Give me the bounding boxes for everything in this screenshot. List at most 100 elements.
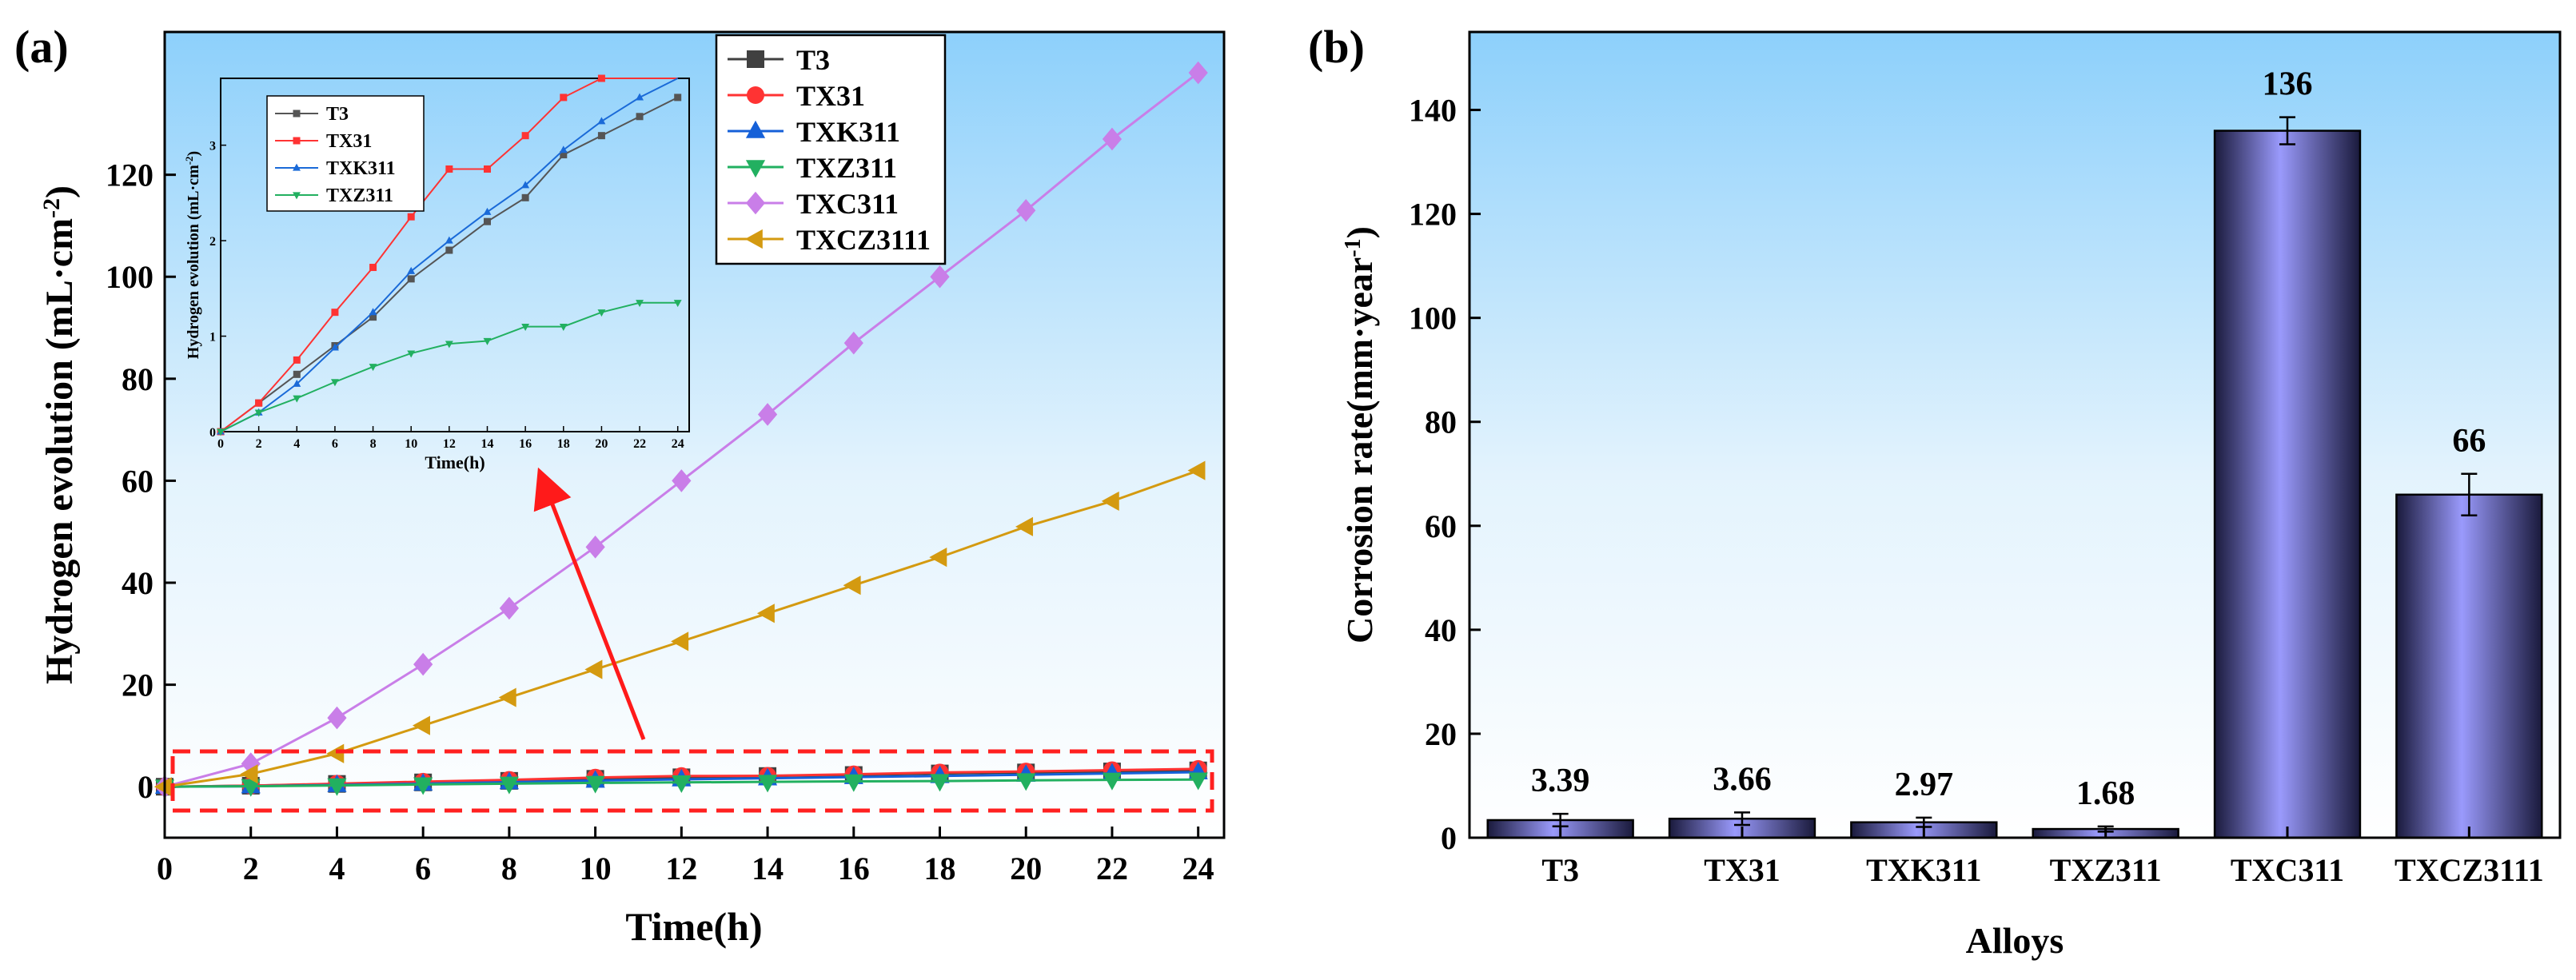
point-txc311: [499, 596, 519, 620]
point-txc311: [1102, 127, 1123, 151]
chart-a-x-tick-label: 22: [1096, 851, 1128, 886]
inset-point-txz311: [293, 395, 301, 403]
inset-point-txk311: [369, 308, 377, 316]
value-label-t3: 3.39: [1531, 763, 1590, 799]
inset-point-txz311: [217, 428, 225, 436]
point-txc311: [843, 331, 863, 355]
chart-a-y-tick-label: 20: [122, 667, 154, 703]
inset-y-tick-label: 1: [209, 331, 216, 345]
callout-arrow: [533, 467, 646, 740]
legend-marker-txk311: [745, 120, 766, 138]
inset-legend-label-t3: T3: [326, 104, 349, 125]
inset-x-tick-label: 20: [595, 437, 608, 451]
chart-a-x-tick-label: 16: [838, 851, 870, 886]
chart-a-x-tick-label: 0: [157, 851, 173, 886]
point-txcz3111: [326, 743, 345, 763]
inset-legend-marker-t3: [293, 110, 301, 118]
point-txcz3111: [843, 576, 861, 596]
value-label-tx31: 3.66: [1713, 761, 1772, 798]
value-label-txz311: 1.68: [2076, 775, 2135, 812]
legend-marker-txz311: [745, 160, 766, 178]
chart-a-x-tick-label: 6: [415, 851, 431, 886]
inset-point-txk311: [521, 181, 530, 189]
inset-point-txk311: [293, 379, 301, 387]
inset-point-tx31: [521, 132, 529, 140]
inset-point-txk311: [597, 117, 606, 125]
inset-y-tick-label: 0: [209, 426, 216, 440]
category-label-txz311: TXZ311: [2050, 852, 2162, 888]
point-txcz3111: [929, 548, 947, 568]
point-txc311: [757, 403, 778, 426]
inset-legend-label-txk311: TXK311: [326, 158, 396, 179]
category-label-tx31: TX31: [1704, 852, 1780, 888]
inset-point-txz311: [483, 337, 492, 345]
chart-a-x-tick-label: 12: [665, 851, 697, 886]
value-label-txc311: 136: [2263, 66, 2313, 103]
chart-a-y-tick-label: 120: [106, 157, 154, 193]
point-txz311: [413, 777, 433, 795]
inset-legend-marker-txz311: [293, 192, 301, 200]
chart-a-x-axis-label: Time(h): [625, 904, 762, 949]
inset-point-tx31: [445, 165, 453, 173]
category-label-txcz3111: TXCZ3111: [2395, 852, 2544, 888]
inset-x-tick-label: 14: [481, 437, 493, 451]
chart-b-y-tick-label: 120: [1409, 197, 1457, 233]
chart-a-series: [154, 61, 1208, 799]
legend-marker-txc311: [745, 191, 766, 215]
chart-a-y-tick-label: 40: [122, 565, 154, 601]
legend-label-txk311: TXK311: [796, 116, 900, 148]
inset-point-t3: [445, 246, 453, 254]
chart-a-y-tick-label: 100: [106, 259, 154, 295]
inset-point-txz311: [636, 300, 644, 308]
inset-point-txk311: [407, 266, 416, 274]
chart-a-x-tick-label: 14: [752, 851, 784, 886]
inset-point-tx31: [293, 356, 301, 364]
point-txz311: [241, 779, 261, 797]
chart-b-x-axis-label: Alloys: [1966, 920, 2064, 961]
chart-b-y-tick-label: 0: [1441, 820, 1457, 856]
chart-a-y-axis-label: Hydrogen evolution (mL·cm-2): [38, 185, 82, 684]
point-txz311: [1016, 773, 1036, 791]
legend-label-txcz3111: TXCZ3111: [796, 224, 931, 256]
chart-b-plot-background: [1469, 32, 2560, 838]
inset-point-txz311: [369, 364, 377, 372]
inset-legend-label-tx31: TX31: [326, 131, 372, 152]
chart-a-x-tick-label: 20: [1010, 851, 1042, 886]
chart-b-ticks: 0 20 40 60 80 100 120 140: [1409, 93, 1481, 856]
inset-point-txz311: [673, 300, 682, 308]
point-txcz3111: [1101, 491, 1119, 512]
legend-label-txz311: TXZ311: [796, 152, 897, 184]
inset-x-tick-label: 8: [370, 437, 377, 451]
inset-x-tick-label: 12: [443, 437, 456, 451]
point-txc311: [1188, 61, 1208, 85]
inset-point-tx31: [331, 309, 339, 317]
highlight-box: [170, 749, 1214, 813]
point-txc311: [1016, 198, 1036, 222]
inset-point-t3: [560, 151, 568, 159]
chart-a-x-tick-label: 18: [924, 851, 956, 886]
inset-point-txz311: [445, 341, 453, 349]
inset-point-txk311: [636, 93, 644, 101]
chart-a-legend: T3 TX31 TXK311 TXZ311 TXC311 TXCZ3111: [715, 34, 947, 265]
inset-point-t3: [483, 217, 491, 225]
chart-b-y-tick-label: 100: [1409, 301, 1457, 337]
point-txz311: [585, 775, 605, 794]
point-txc311: [327, 706, 347, 730]
point-txcz3111: [498, 687, 516, 707]
inset-point-txz311: [559, 323, 568, 331]
inset-y-tick-label: 2: [209, 235, 216, 249]
chart-a-frame: [163, 30, 1226, 839]
inset-point-txz311: [407, 350, 416, 358]
point-txz311: [499, 776, 519, 795]
chart-a-y-tick-label: 60: [122, 463, 154, 499]
legend-label-tx31: TX31: [796, 80, 865, 112]
chart-a-x-tick-label: 10: [580, 851, 612, 886]
panel-b-label: (b): [1308, 21, 1365, 73]
inset-point-t3: [597, 132, 605, 140]
point-txc311: [672, 469, 692, 492]
chart-a-y-tick-label: 80: [122, 361, 154, 397]
